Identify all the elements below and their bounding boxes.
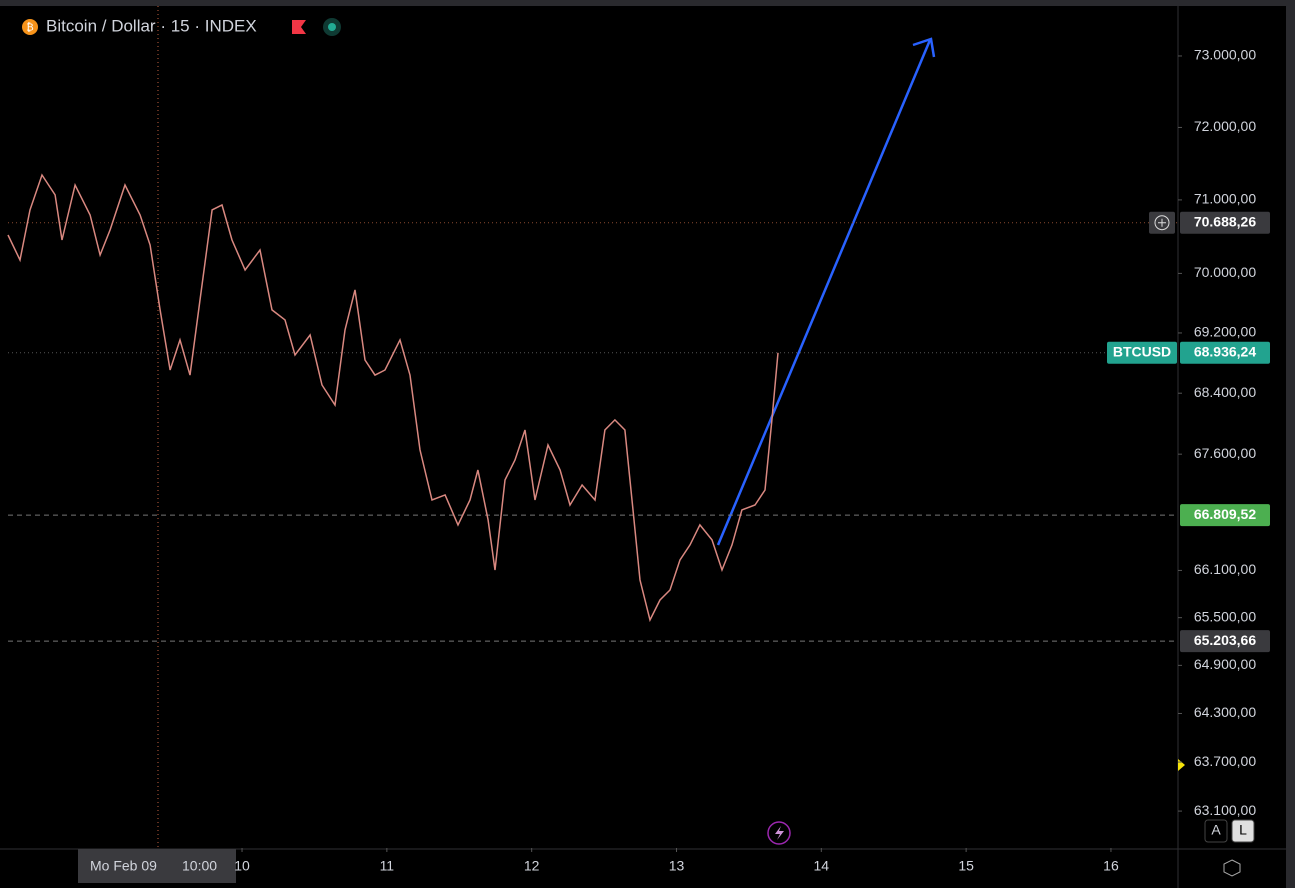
symbol-label-box <box>1107 341 1177 364</box>
status-dot <box>328 23 336 31</box>
x-tick-label: 14 <box>814 858 830 874</box>
price-label: 68.936,24 <box>1194 343 1256 359</box>
y-tick-label: 63.100,00 <box>1194 802 1256 818</box>
chart-title: Bitcoin / Dollar · 15 · INDEX <box>46 16 257 35</box>
price-label-box <box>1180 630 1270 653</box>
lightning-icon <box>775 826 784 840</box>
y-tick-label: 63.700,00 <box>1194 753 1256 769</box>
bitcoin-symbol: ₿ <box>26 22 33 34</box>
scale-button-label: L <box>1239 822 1247 838</box>
y-tick-label: 64.900,00 <box>1194 656 1256 672</box>
price-label-box <box>1180 341 1270 364</box>
right-frame <box>1286 0 1295 888</box>
bitcoin-icon <box>22 19 38 35</box>
y-tick-label: 67.600,00 <box>1194 445 1256 461</box>
price-label: 65.203,66 <box>1194 632 1256 648</box>
add-alert-icon <box>1154 215 1170 231</box>
y-tick-label: 68.400,00 <box>1194 384 1256 400</box>
crosshair-label-box <box>78 849 236 883</box>
crosshair-date: Mo Feb 09 <box>90 858 157 874</box>
x-tick-label: 11 <box>380 858 395 874</box>
settings-icon[interactable] <box>1223 859 1241 877</box>
scale-button-label: A <box>1211 822 1221 838</box>
price-label: 66.809,52 <box>1194 506 1256 522</box>
scale-button[interactable] <box>1231 819 1255 843</box>
price-label: 70.688,26 <box>1194 213 1256 229</box>
x-tick-label: 10 <box>234 858 250 874</box>
crosshair-time: 10:00 <box>182 858 217 874</box>
lightning-button[interactable] <box>767 821 791 845</box>
top-frame <box>0 0 1295 6</box>
y-tick-label: 66.100,00 <box>1194 561 1256 577</box>
y-tick-label: 72.000,00 <box>1194 118 1256 134</box>
y-tick-label: 64.300,00 <box>1194 704 1256 720</box>
x-tick-label: 12 <box>524 858 540 874</box>
flag-icon[interactable] <box>292 20 306 34</box>
x-tick-label: 16 <box>1103 858 1119 874</box>
y-tick-label: 73.000,00 <box>1194 47 1256 63</box>
x-tick-label: 15 <box>958 858 974 874</box>
y-tick-label: 69.200,00 <box>1194 324 1256 340</box>
symbol-label: BTCUSD <box>1113 343 1171 359</box>
add-alert-plus <box>1158 218 1166 227</box>
price-label-box <box>1180 211 1270 234</box>
y-tick-label: 70.000,00 <box>1194 264 1256 280</box>
arrow-head <box>912 37 936 58</box>
x-tick-label: 13 <box>669 858 685 874</box>
y-tick-label: 71.000,00 <box>1194 191 1256 207</box>
arrow-shaft <box>716 39 932 546</box>
scale-button[interactable] <box>1204 819 1228 843</box>
price-label-box <box>1180 504 1270 527</box>
trend-arrow <box>716 37 936 546</box>
y-tick-label: 65.500,00 <box>1194 608 1256 624</box>
price-line <box>7 173 779 623</box>
